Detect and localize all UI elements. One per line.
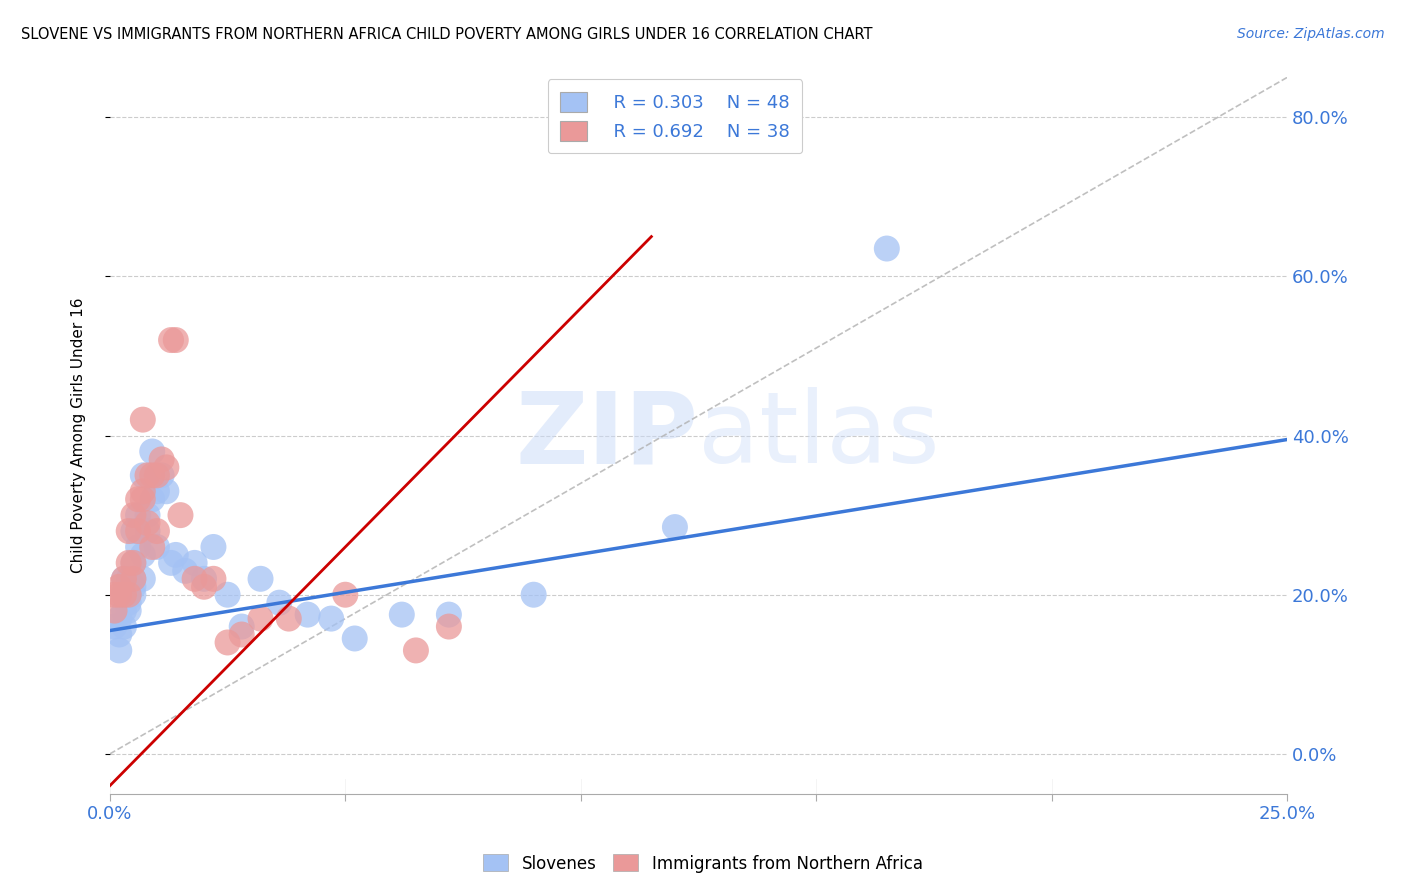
Point [146,468,169,483]
Point [112,588,135,602]
Legend:   R = 0.303    N = 48,   R = 0.692    N = 38: R = 0.303 N = 48, R = 0.692 N = 38 [548,79,803,153]
Text: atlas: atlas [699,387,941,484]
Point [122,524,145,538]
Point [321,611,343,625]
Point [132,412,155,426]
Point [343,632,366,646]
Point [122,572,145,586]
Point [103,619,125,633]
Point [112,604,135,618]
Point [217,635,239,649]
Point [202,540,225,554]
Point [165,333,187,347]
Point [405,643,427,657]
Point [118,588,141,602]
Point [141,444,163,458]
Point [118,604,141,618]
Point [108,580,131,594]
Point [202,572,225,586]
Point [127,508,149,523]
Text: SLOVENE VS IMMIGRANTS FROM NORTHERN AFRICA CHILD POVERTY AMONG GIRLS UNDER 16 CO: SLOVENE VS IMMIGRANTS FROM NORTHERN AFRI… [21,27,873,42]
Point [112,588,135,602]
Point [437,619,460,633]
Point [112,572,135,586]
Point [146,524,169,538]
Point [127,540,149,554]
Point [391,607,413,622]
Point [437,607,460,622]
Point [112,572,135,586]
Point [297,607,319,622]
Point [249,572,271,586]
Point [231,619,253,633]
Point [523,588,546,602]
Point [132,572,155,586]
Point [136,516,159,530]
Point [122,556,145,570]
Point [112,619,135,633]
Point [118,556,141,570]
Point [132,468,155,483]
Legend: Slovenes, Immigrants from Northern Africa: Slovenes, Immigrants from Northern Afric… [477,847,929,880]
Point [108,643,131,657]
Point [103,588,125,602]
Point [122,572,145,586]
Point [132,548,155,562]
Point [103,604,125,618]
Point [127,492,149,507]
Point [141,540,163,554]
Point [150,452,173,467]
Point [132,484,155,499]
Text: Source: ZipAtlas.com: Source: ZipAtlas.com [1237,27,1385,41]
Point [141,468,163,483]
Point [108,627,131,641]
Point [108,611,131,625]
Point [169,508,191,523]
Point [664,520,686,534]
Point [122,508,145,523]
Point [183,556,205,570]
Point [127,524,149,538]
Text: ZIP: ZIP [516,387,699,484]
Point [118,588,141,602]
Point [231,627,253,641]
Point [269,596,291,610]
Point [193,580,215,594]
Point [136,524,159,538]
Point [136,508,159,523]
Point [335,588,357,602]
Point [141,492,163,507]
Point [160,333,183,347]
Point [183,572,205,586]
Point [118,572,141,586]
Point [155,484,177,499]
Point [165,548,187,562]
Point [146,540,169,554]
Point [136,468,159,483]
Point [217,588,239,602]
Point [118,524,141,538]
Point [132,492,155,507]
Point [122,588,145,602]
Y-axis label: Child Poverty Among Girls Under 16: Child Poverty Among Girls Under 16 [72,298,86,574]
Point [174,564,197,578]
Point [160,556,183,570]
Point [193,572,215,586]
Point [277,611,299,625]
Point [155,460,177,475]
Point [118,596,141,610]
Point [249,611,271,625]
Point [122,580,145,594]
Point [108,588,131,602]
Point [150,468,173,483]
Point [146,484,169,499]
Point [876,242,898,256]
Point [122,556,145,570]
